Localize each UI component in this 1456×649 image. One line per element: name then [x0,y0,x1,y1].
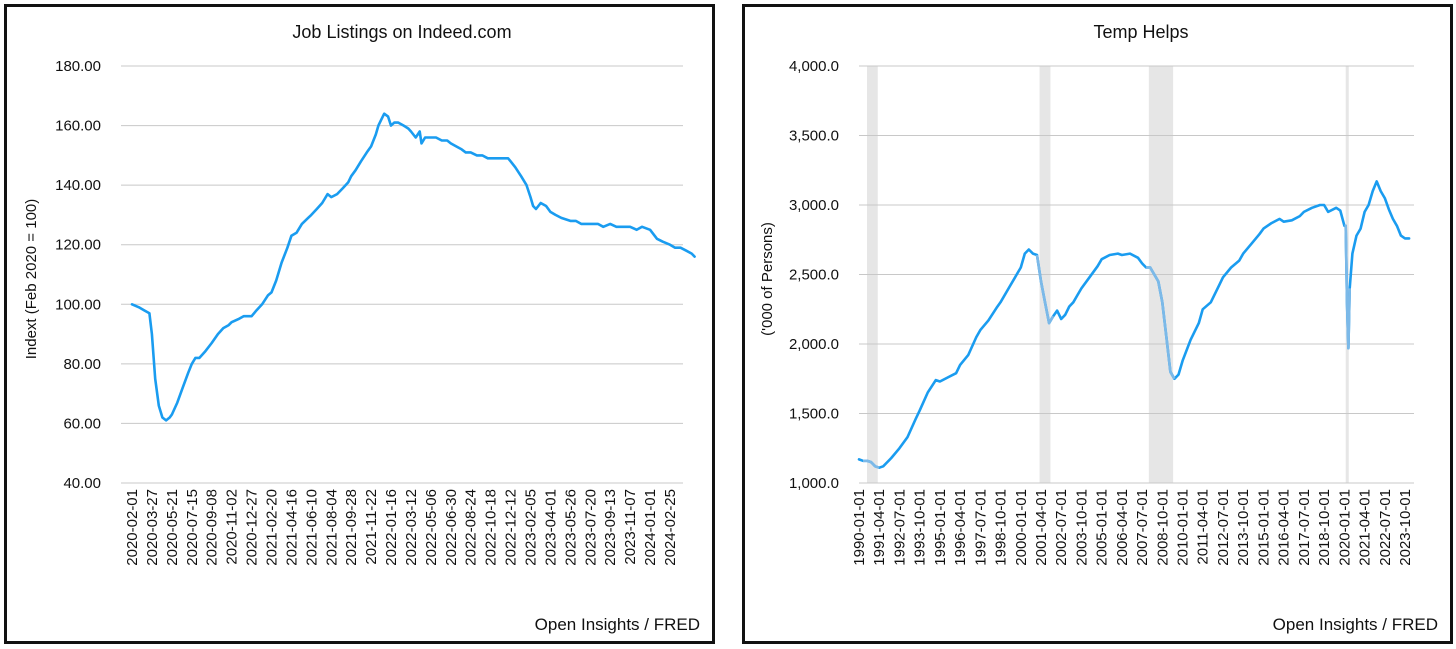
x-tick-label: 2021-02-20 [263,489,280,566]
x-tick-label: 2020-03-27 [144,489,161,566]
x-tick-label: 2023-07-20 [582,489,599,566]
x-tick-label: 2013-10-01 [1235,489,1252,566]
x-tick-label: 2022-12-12 [503,489,520,566]
x-tick-label: 2020-12-27 [244,489,261,566]
x-tick-label: 2020-02-01 [124,489,141,566]
x-tick-label: 2007-07-01 [1134,489,1151,566]
x-tick-label: 2008-10-01 [1154,489,1171,566]
x-tick-label: 1990-01-01 [851,489,868,566]
x-tick-label: 2024-01-01 [642,489,659,566]
x-tick-label: 2003-10-01 [1073,489,1090,566]
x-tick-label: 2000-01-01 [1013,489,1030,566]
x-tick-label: 2016-04-01 [1276,489,1293,566]
x-tick-label: 2023-02-05 [523,489,540,566]
series-line-recession-segment [1344,224,1351,350]
x-tick-label: 2022-10-18 [483,489,500,566]
x-tick-label: 2005-01-01 [1094,489,1111,566]
y-tick-label: 2,500.0 [789,267,839,284]
y-tick-label: 1,500.0 [789,406,839,423]
y-axis: 40.00 60.00 80.00 100.00 120.00 140.00 160.00 1… [55,58,101,492]
x-axis: 2020-02-01 2020-03-27 2020-05-21 2020-07-15… [124,489,679,566]
x-tick-label: 1993-10-01 [912,489,929,566]
x-tick-label: 2012-07-01 [1215,489,1232,566]
x-tick-label: 1995-01-01 [932,489,949,566]
x-tick-label: 2023-10-01 [1397,489,1414,566]
x-tick-label: 2022-03-12 [403,489,420,566]
x-tick-label: 2010-01-01 [1175,489,1192,566]
x-tick-label: 2002-07-01 [1053,489,1070,566]
x-tick-label: 1996-04-01 [952,489,969,566]
x-tick-label: 2020-01-01 [1336,489,1353,566]
y-tick-label: 60.00 [63,415,101,432]
x-tick-label: 2022-07-01 [1377,489,1394,566]
source-label: Open Insights / FRED [1273,615,1438,634]
y-tick-label: 1,000.0 [789,475,839,492]
chart-title: Temp Helps [1093,22,1188,42]
y-tick-label: 3,000.0 [789,197,839,214]
y-axis-label: ('000 of Persons) [759,222,776,336]
x-tick-label: 2021-09-28 [343,489,360,566]
grid [859,65,1414,484]
x-tick-label: 2006-04-01 [1114,489,1131,566]
y-tick-label: 100.00 [55,296,101,313]
series-line-recession-segment [863,459,880,469]
x-tick-label: 2021-11-22 [363,489,380,565]
x-tick-label: 2021-04-16 [283,489,300,566]
series-line [130,112,696,422]
y-tick-label: 180.00 [55,58,101,75]
y-tick-label: 40.00 [63,475,101,492]
y-tick-label: 2,000.0 [789,336,839,353]
x-tick-label: 2022-06-30 [443,489,460,566]
job-listings-chart: 40.00 60.00 80.00 100.00 120.00 140.00 160.00 1… [23,22,700,634]
y-axis-label: Indext (Feb 2020 = 100) [23,199,40,360]
x-tick-label: 2023-09-13 [602,489,619,566]
x-tick-label: 1998-10-01 [993,489,1010,566]
x-tick-label: 2022-01-16 [383,489,400,566]
series-line [857,180,1411,469]
y-tick-label: 140.00 [55,177,101,194]
grid [121,65,683,484]
x-tick-label: 2022-05-06 [423,489,440,566]
x-tick-label: 2021-06-10 [303,489,320,566]
x-tick-label: 2015-01-01 [1255,489,1272,566]
y-tick-label: 120.00 [55,237,101,254]
y-tick-label: 80.00 [63,356,101,373]
x-tick-label: 2017-07-01 [1296,489,1313,566]
temp-helps-chart: 1,000.0 1,500.0 2,000.0 2,500.0 3,000.0 3,500… [759,22,1438,634]
x-tick-label: 2020-09-08 [204,489,221,566]
x-tick-label: 2020-11-02 [224,489,241,565]
x-tick-label: 2021-08-04 [323,489,340,566]
temp-helps-chart-panel: 1,000.0 1,500.0 2,000.0 2,500.0 3,000.0 3,500… [742,4,1453,644]
plot-area [857,180,1411,469]
x-tick-label: 1992-07-01 [891,489,908,566]
x-tick-label: 2023-11-07 [622,489,639,565]
x-axis: 1990-01-01 1991-04-01 1992-07-01 1993-10-01… [851,489,1414,566]
x-tick-label: 2018-10-01 [1316,489,1333,566]
x-tick-label: 2023-05-26 [562,489,579,566]
x-tick-label: 1997-07-01 [972,489,989,566]
job-listings-chart-panel: 40.00 60.00 80.00 100.00 120.00 140.00 160.00 1… [4,4,715,644]
x-tick-label: 2020-07-15 [184,489,201,566]
y-tick-label: 3,500.0 [789,128,839,145]
x-tick-label: 2023-04-01 [542,489,559,566]
y-tick-label: 4,000.0 [789,58,839,75]
x-tick-label: 2011-04-01 [1195,489,1212,565]
x-tick-label: 1991-04-01 [871,489,888,566]
y-axis: 1,000.0 1,500.0 2,000.0 2,500.0 3,000.0 3,500… [789,58,839,492]
source-label: Open Insights / FRED [535,615,700,634]
series-line-recession-segment [1035,254,1055,325]
x-tick-label: 2024-02-25 [662,489,679,566]
x-tick-label: 2022-08-24 [463,489,480,566]
x-tick-label: 2021-04-01 [1357,489,1374,566]
chart-title: Job Listings on Indeed.com [292,22,511,42]
plot-area [130,112,696,422]
y-tick-label: 160.00 [55,118,101,135]
x-tick-label: 2020-05-21 [164,489,181,566]
series-line-recession-segment [1146,266,1176,380]
x-tick-label: 2001-04-01 [1033,489,1050,566]
